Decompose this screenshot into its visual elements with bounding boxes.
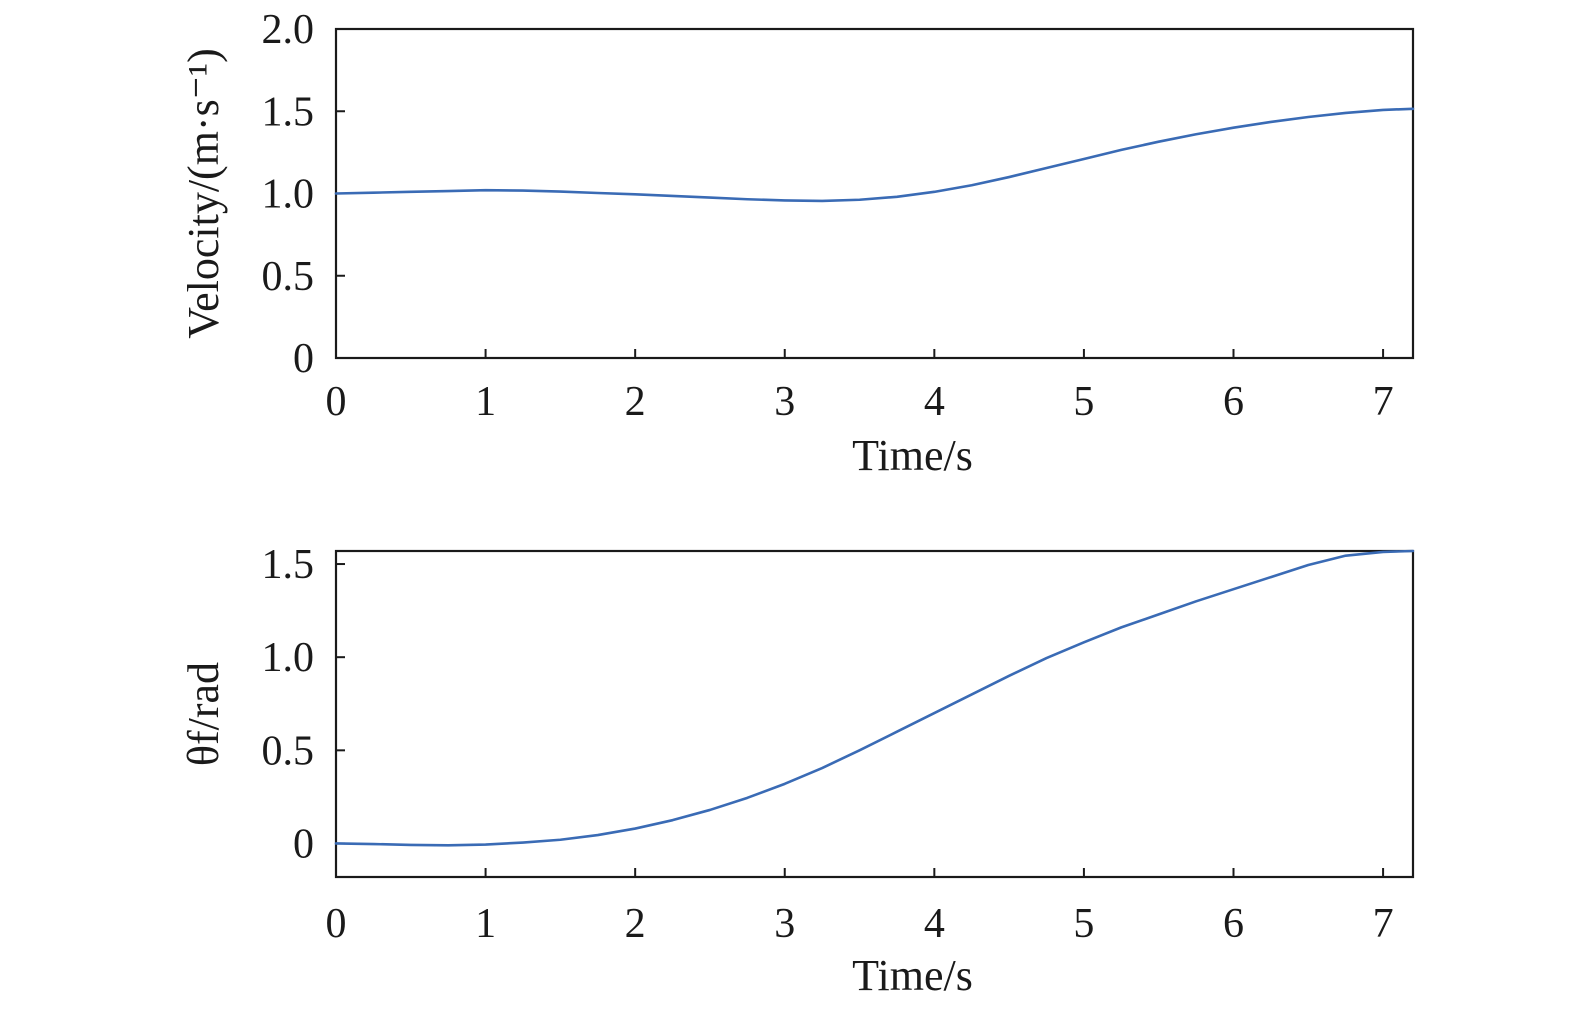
x-tick-label: 0	[326, 901, 347, 947]
series-line-0	[334, 549, 1415, 847]
y-tick-label: 1.0	[262, 172, 315, 218]
x-tick-label: 0	[326, 379, 347, 425]
y-tick-label: 1.5	[262, 89, 315, 135]
y-tick-label: 0.5	[262, 254, 315, 300]
y-tick-label: 1.5	[262, 542, 315, 588]
x-axis-label: Time/s	[852, 431, 973, 480]
x-tick-label: 7	[1373, 379, 1394, 425]
y-tick-label: 0	[293, 336, 314, 382]
x-tick-label: 1	[475, 379, 496, 425]
y-tick-label: 0.5	[262, 728, 315, 774]
x-tick-label: 6	[1223, 901, 1244, 947]
x-axis-label: Time/s	[852, 951, 973, 1000]
x-tick-label: 5	[1073, 379, 1094, 425]
x-tick-label: 1	[475, 901, 496, 947]
y-tick-label: 1.0	[262, 635, 315, 681]
angle-panel: 0 1 2 3 4 5 6 7 0 0.5 1.0 1.5 Time/s θf/rad	[179, 542, 1415, 1000]
plot-frame	[334, 27, 1415, 360]
x-tick-label: 4	[924, 379, 945, 425]
y-axis-label: θf/rad	[179, 662, 228, 766]
x-tick-label: 5	[1073, 901, 1094, 947]
plot-frame	[334, 549, 1415, 879]
x-tick-label: 2	[625, 901, 646, 947]
x-tick-label: 3	[774, 901, 795, 947]
series-line-0	[334, 107, 1415, 203]
x-tick-label: 7	[1373, 901, 1394, 947]
x-tick-label: 6	[1223, 379, 1244, 425]
x-tick-label: 3	[774, 379, 795, 425]
y-tick-label: 0	[293, 821, 314, 867]
x-tick-label: 4	[924, 901, 945, 947]
y-tick-label: 2.0	[262, 7, 315, 53]
y-axis-label: Velocity/(m·s⁻¹)	[179, 48, 228, 339]
x-tick-label: 2	[625, 379, 646, 425]
velocity-panel: 0 1 2 3 4 5 6 7 0 0.5 1.0 1.5 2.0 Time/s Velocity/(m·s…	[179, 7, 1415, 480]
